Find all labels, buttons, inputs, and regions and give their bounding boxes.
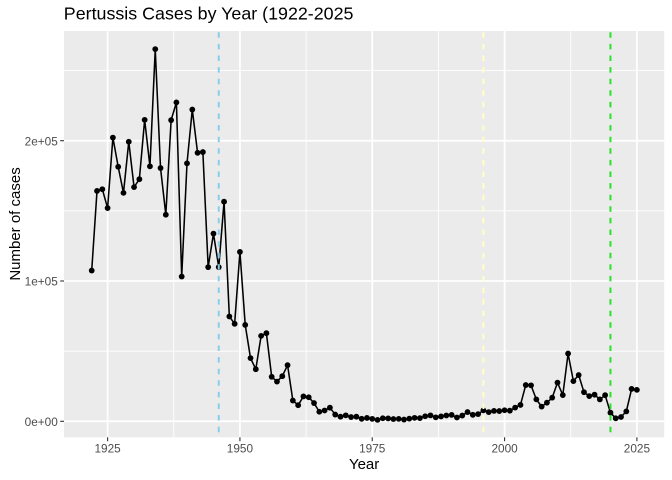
svg-text:1975: 1975 [359,442,386,456]
svg-text:1e+05: 1e+05 [25,275,59,289]
svg-text:Number of cases: Number of cases [7,167,24,280]
svg-text:2e+05: 2e+05 [25,134,59,148]
svg-text:1925: 1925 [94,442,121,456]
svg-text:2025: 2025 [624,442,651,456]
svg-text:1950: 1950 [227,442,254,456]
svg-text:Year: Year [349,456,379,473]
svg-text:2000: 2000 [491,442,518,456]
svg-text:0e+00: 0e+00 [25,415,59,429]
svg-text:Pertussis Cases by Year (1922-: Pertussis Cases by Year (1922-2025 [64,4,354,24]
